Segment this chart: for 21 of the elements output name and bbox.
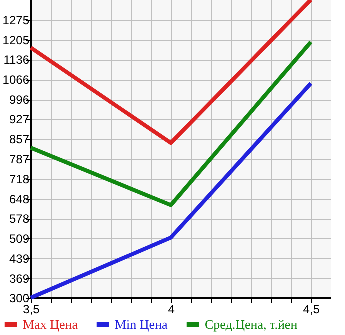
y-tick-label: 718 (9, 172, 30, 186)
y-tick-label: 1205 (2, 33, 30, 48)
y-tick-label: 509 (9, 232, 30, 246)
y-tick-label: 439 (9, 252, 30, 266)
y-tick-label: 578 (9, 212, 30, 226)
legend-label: Min Цена (115, 317, 168, 332)
x-tick-label: 4,5 (303, 302, 320, 316)
y-tick-label: 1136 (4, 53, 30, 68)
y-tick-label: 996 (9, 93, 30, 108)
x-tick-label: 4 (168, 302, 176, 316)
y-tick-label: 648 (9, 192, 30, 206)
y-tick-label: 1275 (2, 13, 30, 28)
legend-label: Сред.Цена, т.йен (205, 317, 298, 332)
y-tick-label: 369 (9, 272, 30, 286)
legend-label: Max Цена (23, 317, 78, 332)
x-tick-label: 3,5 (23, 302, 40, 316)
y-tick-label: 300 (9, 292, 30, 306)
y-tick-label: 927 (9, 112, 30, 127)
y-tick-label: 857 (9, 132, 30, 147)
y-tick-label: 1066 (2, 73, 30, 88)
y-tick-label: 787 (9, 152, 30, 167)
